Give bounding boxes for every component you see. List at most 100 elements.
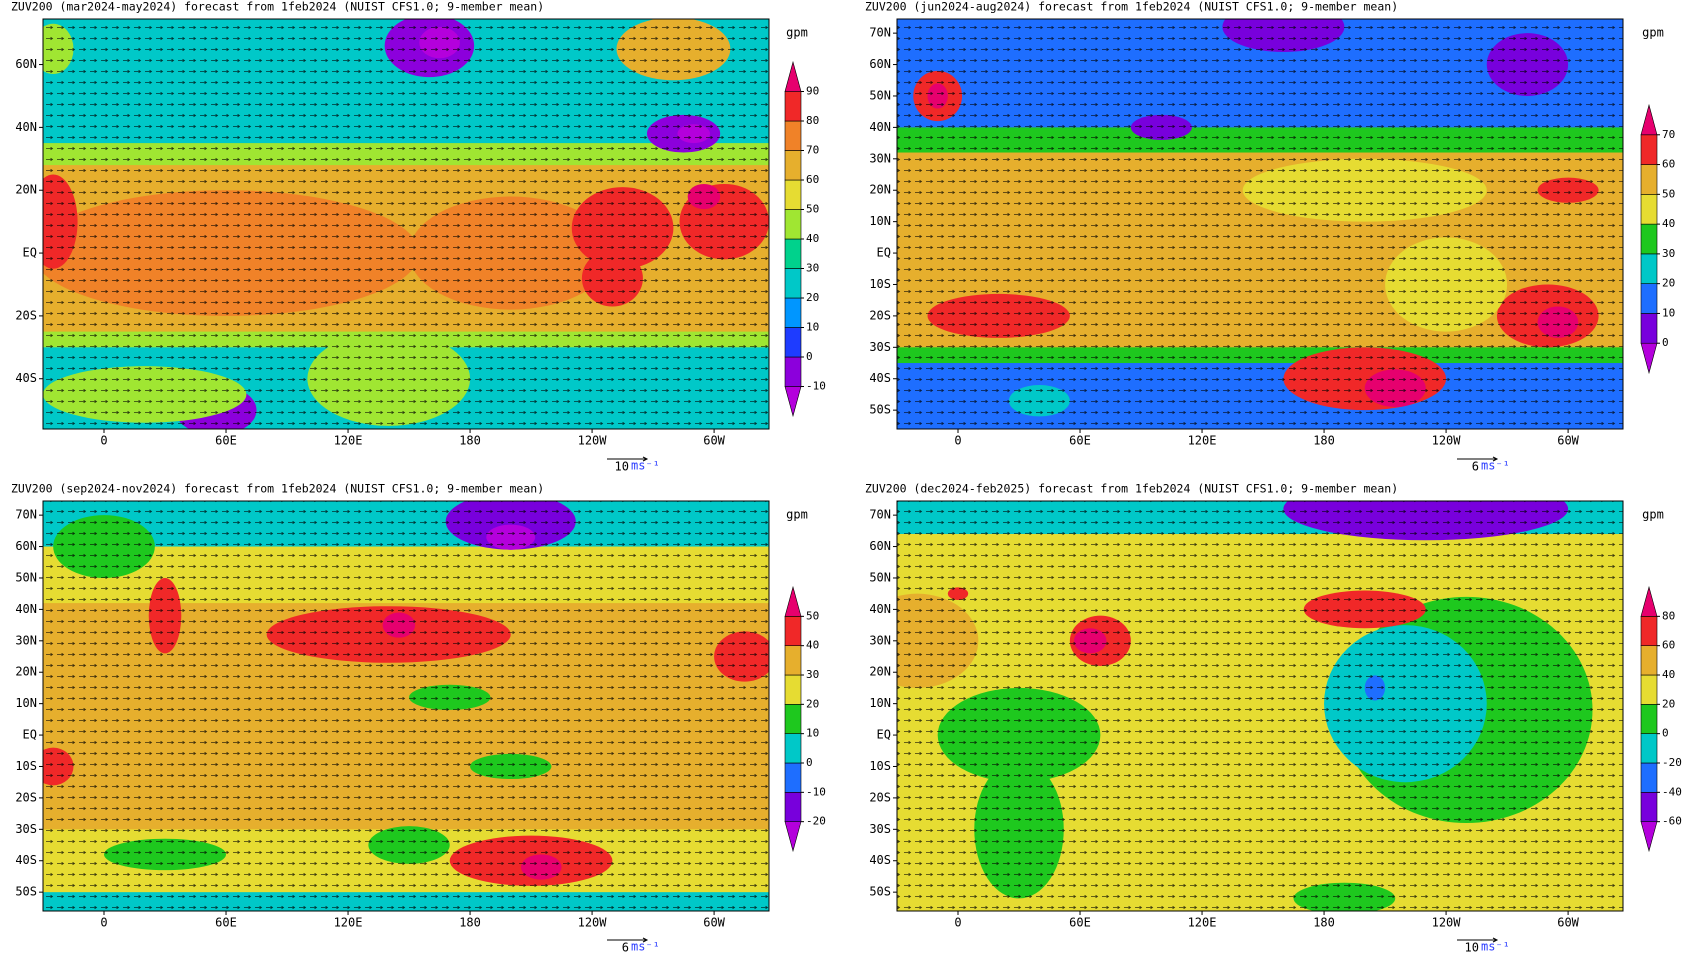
colorbar-segment: [1640, 733, 1658, 764]
colorbar-label: 20: [1662, 277, 1675, 290]
unit-label: gpm: [786, 508, 808, 522]
panel-title: ZUV200 (mar2024-may2024) forecast from 1…: [11, 0, 544, 14]
y-tick-label: 30N: [15, 633, 37, 647]
y-tick-label: 20S: [869, 790, 891, 804]
colorbar-label: 20: [806, 291, 819, 304]
colorbar-segment: [784, 792, 802, 822]
x-tick-label: 120W: [1432, 434, 1462, 448]
colorbar-label: 20: [806, 697, 819, 710]
colorbar-segment: [784, 762, 802, 793]
colorbar-segment: [784, 733, 802, 764]
colorbar-label: 70: [1662, 128, 1675, 141]
y-tick-label: 40N: [869, 120, 891, 134]
colorbar-segment: [1640, 674, 1658, 705]
unit-label: gpm: [786, 26, 808, 40]
colorbar-segment: [784, 674, 802, 705]
colorbar-label: 90: [806, 85, 819, 98]
x-tick-label: 180: [459, 434, 481, 448]
colorbar-label: 0: [806, 350, 813, 363]
colorbar-triangle: [784, 585, 802, 617]
y-tick-label: 50S: [869, 885, 891, 899]
y-tick-label: EQ: [877, 246, 891, 260]
colorbar-label: 0: [1662, 727, 1669, 740]
colorbar-segment: [1640, 253, 1658, 284]
colorbar-segment: [1640, 616, 1658, 646]
colorbar-segment: [784, 645, 802, 676]
colorbar-segment: [784, 238, 802, 269]
colorbar-label: 40: [806, 232, 819, 245]
map-frame: [42, 18, 770, 430]
colorbar-label: 10: [806, 321, 819, 334]
colorbar-label: 60: [806, 173, 819, 186]
y-tick-label: EQ: [23, 728, 37, 742]
reference-vector-value: 6: [622, 941, 629, 955]
y-tick-label: 30N: [869, 151, 891, 165]
x-tick-label: 120W: [578, 916, 608, 930]
reference-vector-unit: ms⁻¹: [631, 459, 660, 473]
colorbar-label: 50: [806, 609, 819, 622]
y-tick-label: 50S: [15, 885, 37, 899]
reference-vector-unit: ms⁻¹: [1481, 459, 1510, 473]
colorbar-label: 0: [1662, 336, 1669, 349]
x-tick-label: 60W: [703, 916, 725, 930]
y-tick-label: 30S: [15, 822, 37, 836]
colorbar-label: 50: [1662, 187, 1675, 200]
colorbar-segment: [784, 120, 802, 151]
colorbar-label: 60: [1662, 639, 1675, 652]
wind-vectors: [43, 19, 769, 429]
y-tick-label: 70N: [869, 508, 891, 522]
x-tick-label: 60W: [1557, 434, 1579, 448]
map-panel: ZUV200 (dec2024-feb2025) forecast from 1…: [865, 482, 1682, 955]
colorbar-segment: [1640, 194, 1658, 225]
y-tick-label: 60N: [15, 57, 37, 71]
colorbar-label: 20: [1662, 697, 1675, 710]
wind-vectors: [897, 19, 1623, 429]
map-panel: ZUV200 (jun2024-aug2024) forecast from 1…: [865, 0, 1675, 474]
x-tick-label: 60E: [215, 434, 237, 448]
colorbar-segment: [784, 327, 802, 358]
contour-field: [897, 501, 1623, 911]
map-panel: ZUV200 (mar2024-may2024) forecast from 1…: [11, 0, 826, 474]
y-tick-label: 40S: [15, 853, 37, 867]
x-tick-label: 0: [100, 434, 107, 448]
y-tick-label: 60N: [869, 539, 891, 553]
colorbar-label: 30: [806, 668, 819, 681]
colorbar-label: 40: [806, 639, 819, 652]
map-frame: [896, 18, 1624, 430]
reference-vector: [1457, 937, 1499, 943]
colorbar-label: 10: [1662, 306, 1675, 319]
unit-label: gpm: [1642, 26, 1664, 40]
y-tick-label: 20N: [869, 183, 891, 197]
colorbar-triangle: [784, 821, 802, 853]
x-tick-label: 180: [1313, 434, 1335, 448]
y-tick-label: 20S: [869, 308, 891, 322]
y-tick-label: 40N: [869, 602, 891, 616]
x-tick-label: 120W: [578, 434, 608, 448]
colorbar-triangle: [1640, 103, 1658, 136]
colorbar-label: -10: [806, 785, 826, 798]
colorbar-label: 30: [1662, 247, 1675, 260]
x-tick-label: 120W: [1432, 916, 1462, 930]
y-tick-label: 10N: [869, 696, 891, 710]
colorbar-segment: [784, 356, 802, 387]
reference-vector-value: 6: [1472, 460, 1479, 474]
panel-title: ZUV200 (jun2024-aug2024) forecast from 1…: [865, 0, 1398, 14]
y-tick-label: 20N: [15, 665, 37, 679]
y-tick-label: 70N: [869, 26, 891, 40]
map-panel: ZUV200 (sep2024-nov2024) forecast from 1…: [11, 482, 826, 955]
x-tick-label: 120E: [334, 434, 363, 448]
wind-vectors: [897, 501, 1623, 911]
y-tick-label: 50N: [869, 88, 891, 102]
y-tick-label: 10S: [869, 759, 891, 773]
colorbar-segment: [1640, 704, 1658, 734]
y-tick-label: 60N: [869, 57, 891, 71]
y-tick-label: 60N: [15, 539, 37, 553]
y-tick-label: 30S: [869, 340, 891, 354]
y-tick-label: 50S: [869, 403, 891, 417]
colorbar-label: 30: [806, 262, 819, 275]
y-tick-label: 20S: [15, 308, 37, 322]
y-tick-label: 20S: [15, 790, 37, 804]
y-tick-label: 40S: [15, 371, 37, 385]
colorbar-segment: [1640, 762, 1658, 793]
y-tick-label: 30S: [869, 822, 891, 836]
